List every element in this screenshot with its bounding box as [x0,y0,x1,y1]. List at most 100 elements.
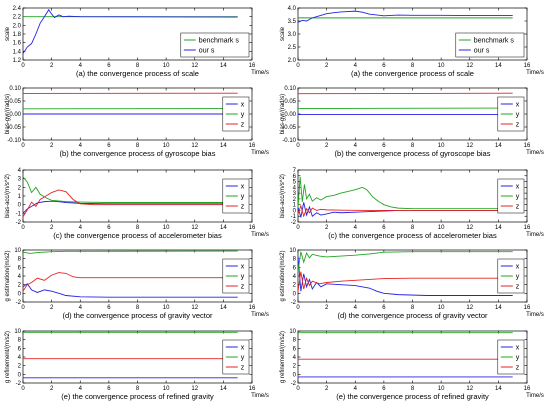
y-tick-label: 1 [293,203,297,209]
x-axis-label: Time/s [526,232,544,238]
y-tick-label: 10 [14,329,21,335]
y-tick-label: 6 [293,346,297,352]
y-tick-label: -2 [16,381,22,387]
x-tick-label: 0 [21,225,25,231]
y-tick-label: 4.0 [288,6,297,12]
x-tick-label: 8 [136,143,140,149]
y-tick-label: 2 [18,185,22,191]
x-tick-label: 8 [136,386,140,392]
plot-frame [297,249,528,303]
y-tick-label: -0.05 [7,125,21,131]
legend-label: x [241,345,245,352]
y-tick-label: 2 [18,364,22,370]
legend-label: z [516,284,520,291]
y-axis-label: scale [5,26,11,41]
plot-frame [22,249,253,303]
y-tick-label: 0.10 [9,86,21,92]
chart-caption: (c) the convergence process of accelerom… [328,231,497,240]
chart-caption: (c) the convergence process of accelerom… [53,231,222,240]
legend-label: y [516,112,520,119]
series-line-z [22,272,238,292]
y-tick-label: 2 [293,197,297,203]
y-tick-label: -1 [16,211,22,217]
series-line-y [297,251,513,272]
y-axis-label: scale [280,26,286,41]
y-tick-label: -2 [291,220,297,226]
series-line-z [297,204,513,218]
x-tick-label: 14 [220,143,227,149]
y-tick-label: 8 [18,338,22,344]
y-axis-label: bias-gyr/(rad/s) [5,94,11,134]
x-tick-label: 10 [163,305,170,311]
legend-label: x [516,102,520,109]
x-axis-label: Time/s [251,232,269,238]
y-tick-label: 4 [18,355,22,361]
x-tick-label: 10 [438,143,445,149]
y-tick-label: 4 [18,168,22,174]
y-tick-label: 1.2 [13,58,22,64]
legend-box [180,32,250,58]
x-tick-label: 10 [438,305,445,311]
y-tick-label: 4 [293,274,297,280]
x-tick-label: 8 [411,63,415,69]
x-tick-label: 2 [50,386,54,392]
legend-label: x [241,184,245,191]
x-tick-label: 8 [411,386,415,392]
y-tick-label: 0.00 [284,112,296,118]
y-tick-label: 0 [293,291,297,297]
chart-caption: (a) the convergence process of scale [76,69,199,78]
x-tick-label: 14 [495,386,502,392]
y-tick-label: -0.10 [7,138,21,144]
x-tick-label: 2 [50,305,54,311]
x-tick-label: 10 [438,63,445,69]
y-tick-label: 3.5 [288,19,297,25]
plot-frame [22,330,253,384]
x-tick-label: 4 [354,143,358,149]
x-tick-label: 4 [354,225,358,231]
y-tick-label: -0.05 [282,125,296,131]
x-tick-label: 10 [163,386,170,392]
x-tick-label: 0 [296,143,300,149]
chart-panel: 0 2 4 6 8 10 12 14 16 2.0 2.5 3.0 3.5 4.0 scale Time/s (… [280,6,544,78]
y-tick-label: 6 [293,265,297,271]
x-tick-label: 10 [163,225,170,231]
x-tick-label: 6 [382,386,386,392]
plot-frame [22,169,253,223]
y-tick-label: -2 [16,300,22,306]
y-tick-label: -2 [291,381,297,387]
y-tick-label: 0 [293,208,297,214]
x-tick-label: 2 [50,63,54,69]
chart-panel: 0 2 4 6 8 10 12 14 16 1.2 1.4 1.6 1.8 2.0 2.2 2.4 scale T… [5,6,269,78]
y-axis-label: bias-acc/(m/s^2) [5,174,11,218]
y-tick-label: 1 [18,194,22,200]
y-tick-label: 4 [18,274,22,280]
y-tick-label: 4 [293,185,297,191]
chart-caption: (e) the convergence process of refined g… [336,392,489,401]
x-tick-label: 4 [354,305,358,311]
series-line-y [297,107,513,109]
x-axis-label: Time/s [251,393,269,399]
legend-label: z [241,284,245,291]
x-tick-label: 10 [163,63,170,69]
legend-label: y [516,274,520,281]
y-tick-label: 8 [293,257,297,263]
x-tick-label: 16 [249,225,256,231]
x-tick-label: 12 [466,305,473,311]
x-tick-label: 16 [524,386,531,392]
x-tick-label: 6 [107,225,111,231]
y-tick-label: 7 [293,168,297,174]
y-tick-label: 2 [293,283,297,289]
x-tick-label: 8 [136,305,140,311]
x-tick-label: 6 [107,305,111,311]
x-tick-label: 2 [325,305,329,311]
x-axis-label: Time/s [526,312,544,318]
y-tick-label: -2 [291,300,297,306]
y-tick-label: 10 [289,248,296,254]
y-tick-label: -0.10 [282,138,296,144]
y-tick-label: 8 [293,338,297,344]
y-tick-label: 0.00 [9,112,21,118]
chart-caption: (b) the convergence process of gyroscope… [60,149,216,158]
